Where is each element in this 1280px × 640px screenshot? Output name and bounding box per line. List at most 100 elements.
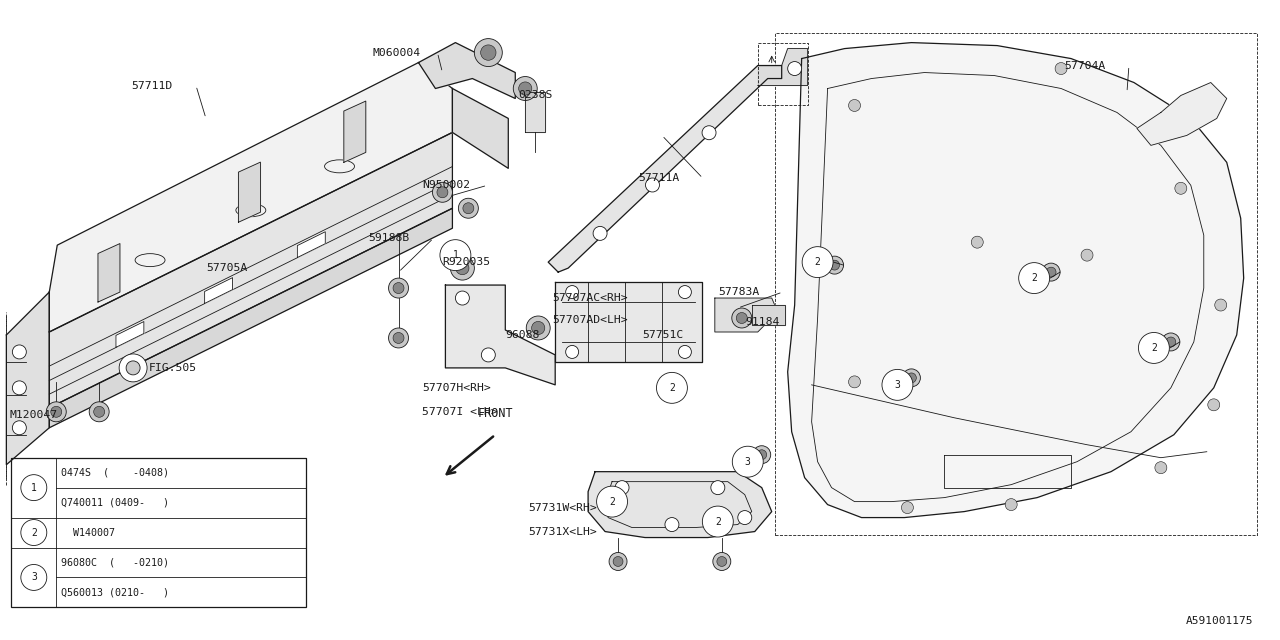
Text: 57731W<RH>: 57731W<RH> [529,502,596,513]
Circle shape [481,348,495,362]
Polygon shape [525,93,545,132]
Circle shape [678,346,691,358]
Circle shape [119,354,147,382]
Circle shape [393,332,404,344]
Text: R920035: R920035 [443,257,490,267]
Text: 59188B: 59188B [369,233,410,243]
Text: FRONT: FRONT [477,407,513,420]
Circle shape [1005,499,1018,511]
Text: 2: 2 [669,383,675,393]
Polygon shape [588,472,772,538]
Circle shape [1138,332,1170,364]
Text: 2: 2 [609,497,614,507]
Circle shape [901,502,914,513]
Text: 0474S  (    -0408): 0474S ( -0408) [61,468,169,477]
Circle shape [972,236,983,248]
Circle shape [829,260,840,270]
Text: 57707H<RH>: 57707H<RH> [422,383,492,393]
Polygon shape [50,132,452,408]
Circle shape [13,345,27,359]
Circle shape [906,373,916,383]
Text: 1: 1 [31,483,37,493]
Circle shape [456,262,468,275]
Text: 2: 2 [1032,273,1037,283]
Circle shape [440,239,471,271]
Polygon shape [714,298,778,332]
Circle shape [732,308,751,328]
Polygon shape [99,244,120,302]
Text: M060004: M060004 [372,47,421,58]
Circle shape [93,406,105,417]
Circle shape [613,557,623,566]
Circle shape [902,369,920,387]
Text: 57711A: 57711A [637,173,680,183]
Circle shape [736,312,748,323]
Circle shape [463,203,474,214]
Polygon shape [297,232,325,257]
Text: Q560013 (0210-   ): Q560013 (0210- ) [61,588,169,597]
Circle shape [518,82,531,95]
Circle shape [713,552,731,570]
Text: 57705A: 57705A [206,263,247,273]
Circle shape [645,178,659,192]
Polygon shape [445,285,556,385]
Circle shape [1055,63,1068,74]
Polygon shape [116,321,143,348]
Text: 2: 2 [716,516,721,527]
Text: 57751C: 57751C [643,330,684,340]
Polygon shape [548,65,782,272]
Polygon shape [344,101,366,163]
Polygon shape [238,162,260,222]
Circle shape [882,369,913,401]
Circle shape [717,557,727,566]
Text: 2: 2 [1151,343,1157,353]
Polygon shape [6,292,50,465]
Circle shape [787,61,801,76]
Circle shape [526,316,550,340]
Circle shape [609,552,627,570]
Polygon shape [452,88,508,168]
Text: Q740011 (0409-   ): Q740011 (0409- ) [61,498,169,508]
Circle shape [710,481,724,495]
Circle shape [1208,399,1220,411]
Circle shape [20,475,47,500]
Circle shape [701,125,716,140]
Circle shape [481,45,497,60]
Circle shape [1162,333,1180,351]
Circle shape [753,445,771,464]
Polygon shape [1137,83,1226,145]
Text: 2: 2 [31,527,37,538]
Text: A591001175: A591001175 [1187,616,1253,627]
Text: 57783A: 57783A [718,287,759,297]
Circle shape [737,511,751,525]
Circle shape [389,278,408,298]
Text: 57731X<LH>: 57731X<LH> [529,527,596,536]
Text: M120047: M120047 [9,410,58,420]
Circle shape [436,187,448,198]
Circle shape [826,256,844,274]
Circle shape [849,99,860,111]
Circle shape [849,376,860,388]
Circle shape [46,402,67,422]
Circle shape [90,402,109,422]
Circle shape [389,328,408,348]
Circle shape [678,285,691,298]
Circle shape [13,381,27,395]
Circle shape [593,227,607,241]
Text: 96080C  (   -0210): 96080C ( -0210) [61,557,169,568]
Circle shape [596,486,627,517]
Circle shape [1155,461,1167,474]
Circle shape [664,518,678,532]
Polygon shape [758,49,808,86]
Polygon shape [50,208,452,428]
Circle shape [1166,337,1176,347]
Circle shape [1175,182,1187,195]
Text: 91184: 91184 [745,317,780,327]
Circle shape [616,481,628,495]
Text: 57704A: 57704A [1064,61,1106,70]
Circle shape [1019,262,1050,294]
Text: 57711D: 57711D [131,81,173,90]
Circle shape [732,446,763,477]
Text: 96088: 96088 [506,330,540,340]
Circle shape [1082,249,1093,261]
